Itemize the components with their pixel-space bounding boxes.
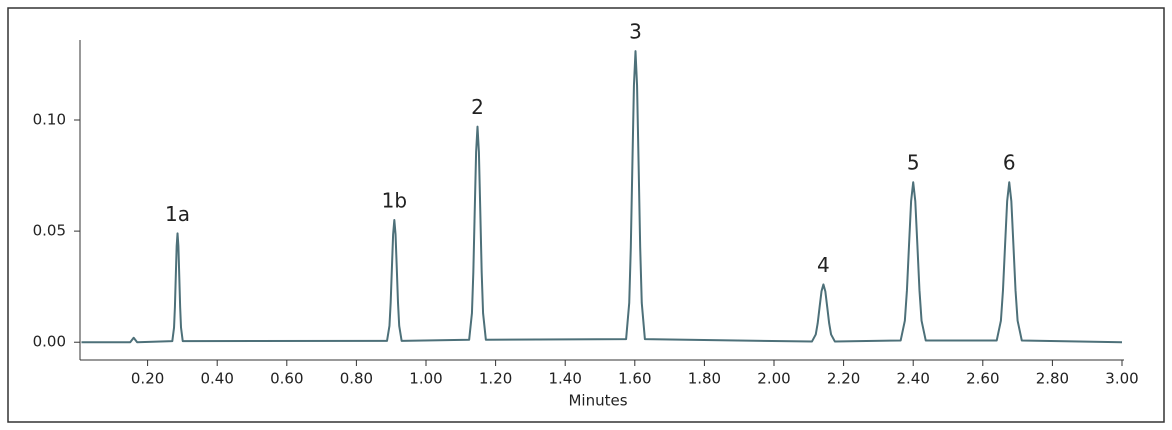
x-tick-label: 1.20 [479,370,512,388]
x-tick-label: 2.00 [757,370,790,388]
x-tick-label: 2.80 [1036,370,1069,388]
peak-label: 1b [382,189,407,213]
x-tick-label: 1.80 [688,370,721,388]
peak-label: 4 [817,253,830,277]
x-tick-label: 0.20 [131,370,164,388]
frame [7,7,1165,423]
x-tick-label: 2.20 [827,370,860,388]
x-tick-label: 2.40 [896,370,929,388]
y-tick-label: 0.10 [33,111,66,129]
x-tick-label: 1.60 [618,370,651,388]
x-tick-label: 1.00 [409,370,442,388]
peak-label: 3 [629,20,642,44]
y-tick-label: 0.00 [33,333,66,351]
x-tick-label: 0.40 [200,370,233,388]
peak-label: 6 [1003,151,1016,175]
x-axis-label: Minutes [568,392,627,410]
x-tick-label: 3.00 [1105,370,1138,388]
y-tick-label: 0.05 [33,222,66,240]
x-tick-label: 2.60 [966,370,999,388]
x-tick-label: 0.80 [340,370,373,388]
peak-label: 1a [165,202,190,226]
x-tick-label: 1.40 [548,370,581,388]
peak-label: 5 [907,151,920,175]
x-tick-label: 0.60 [270,370,303,388]
trace-line [81,50,1123,344]
peak-label: 2 [471,95,484,119]
